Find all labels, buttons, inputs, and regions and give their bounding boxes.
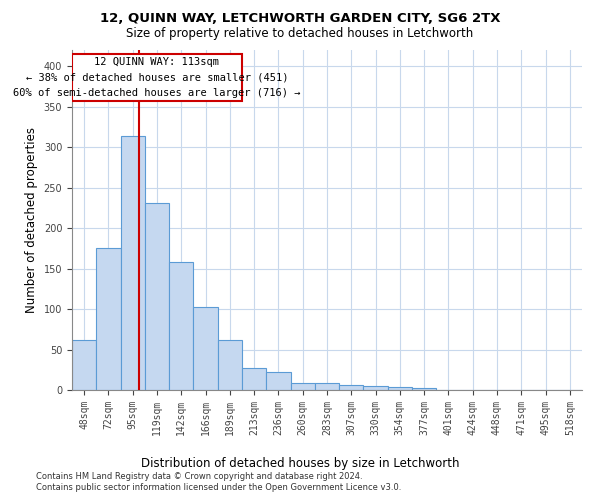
Bar: [290, 382, 315, 390]
Bar: [315, 382, 339, 390]
Text: Contains public sector information licensed under the Open Government Licence v3: Contains public sector information licen…: [36, 484, 401, 492]
Bar: [121, 136, 145, 390]
Y-axis label: Number of detached properties: Number of detached properties: [25, 127, 38, 313]
Text: Distribution of detached houses by size in Letchworth: Distribution of detached houses by size …: [141, 458, 459, 470]
Text: 60% of semi-detached houses are larger (716) →: 60% of semi-detached houses are larger (…: [13, 88, 301, 98]
Bar: [169, 262, 193, 390]
Bar: [96, 248, 121, 390]
Bar: [145, 203, 169, 390]
Bar: [266, 372, 290, 390]
Text: 12, QUINN WAY, LETCHWORTH GARDEN CITY, SG6 2TX: 12, QUINN WAY, LETCHWORTH GARDEN CITY, S…: [100, 12, 500, 26]
Text: ← 38% of detached houses are smaller (451): ← 38% of detached houses are smaller (45…: [26, 72, 288, 83]
FancyBboxPatch shape: [72, 54, 242, 101]
Bar: [242, 368, 266, 390]
Text: 12 QUINN WAY: 113sqm: 12 QUINN WAY: 113sqm: [95, 58, 220, 68]
Bar: [364, 386, 388, 390]
Bar: [412, 388, 436, 390]
Bar: [339, 385, 364, 390]
Text: Size of property relative to detached houses in Letchworth: Size of property relative to detached ho…: [127, 28, 473, 40]
Bar: [388, 387, 412, 390]
Bar: [193, 308, 218, 390]
Bar: [72, 340, 96, 390]
Bar: [218, 340, 242, 390]
Text: Contains HM Land Registry data © Crown copyright and database right 2024.: Contains HM Land Registry data © Crown c…: [36, 472, 362, 481]
